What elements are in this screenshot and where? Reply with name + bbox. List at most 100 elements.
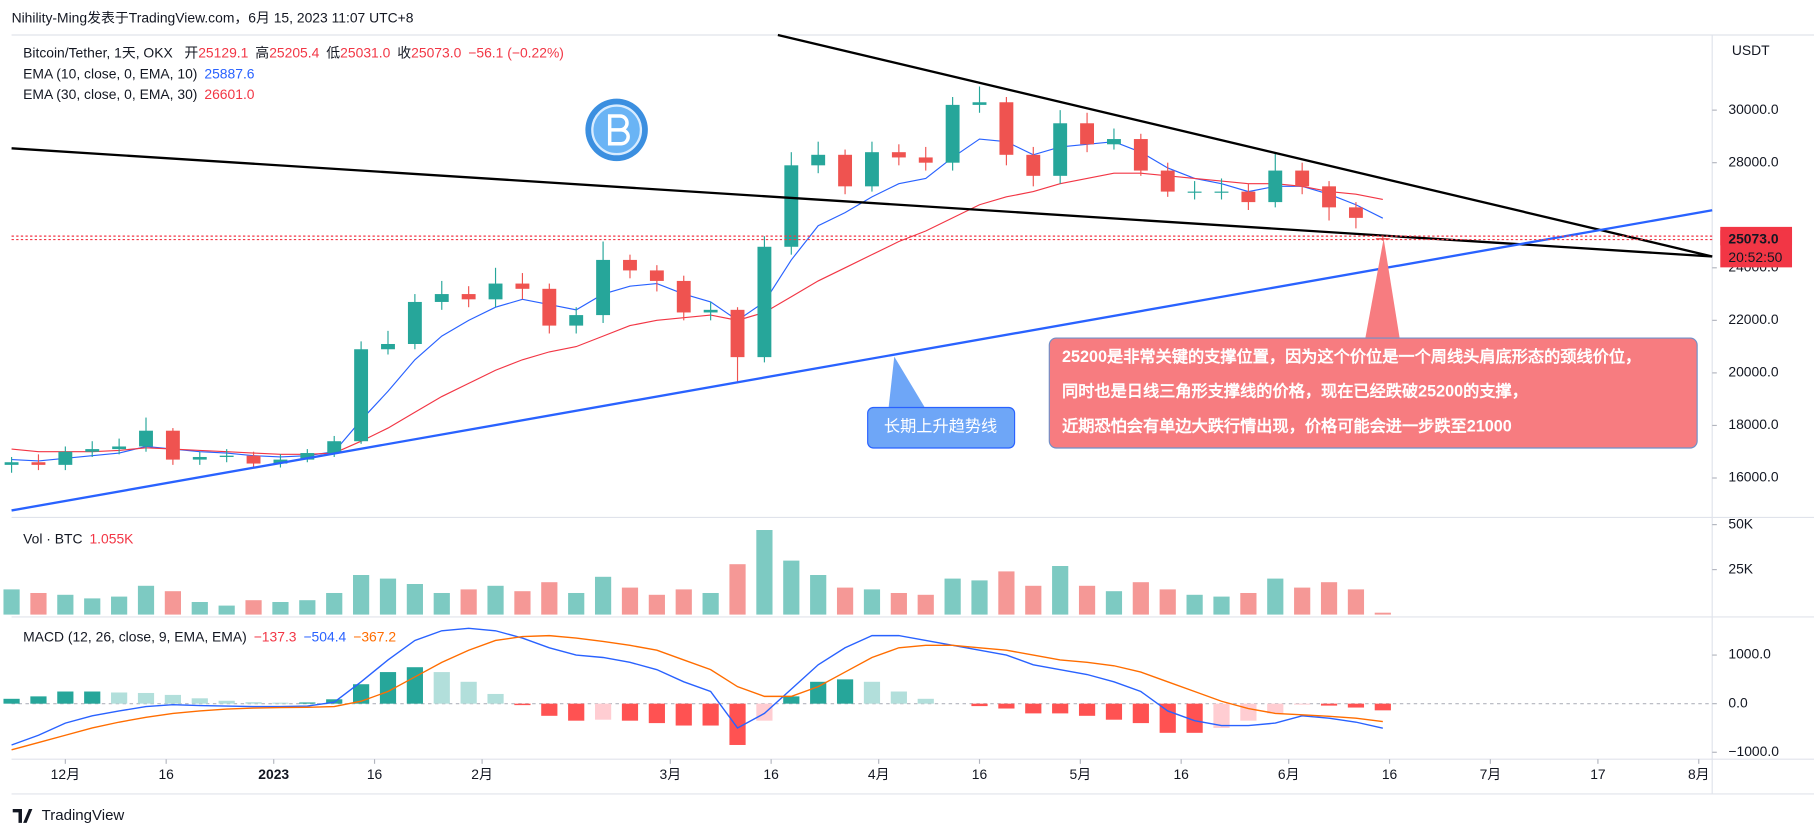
legend-part: 低 (326, 44, 340, 60)
histogram-bar (353, 684, 370, 704)
candle-body (838, 154, 853, 187)
candle-body (139, 430, 153, 447)
histogram-bar (111, 692, 128, 704)
x-tick-label: 3月 (660, 766, 682, 782)
histogram-bar (594, 703, 612, 720)
volume-bar (541, 582, 558, 615)
histogram-bar (1347, 703, 1365, 708)
volume-bar (111, 596, 128, 615)
analysis-callout: 25200是非常关键的支撑位置，因为这个价位是一个周线头肩底形态的颈线价位， 同… (1048, 238, 1698, 449)
volume-bar (756, 530, 773, 615)
y-tick-label: 25K (1728, 560, 1753, 576)
volume-bar (514, 591, 531, 615)
price-label: 25073.0 (1728, 230, 1778, 246)
legend: Bitcoin/Tether, 1天, OKX 开25129.1 高25205.4 低… (23, 44, 564, 60)
x-tick-label: 7月 (1480, 766, 1502, 782)
y-tick-label: 1000.0 (1728, 646, 1771, 662)
candle-body (31, 462, 46, 465)
x-tick-label: 16 (158, 766, 174, 782)
histogram-bar (1052, 703, 1069, 714)
volume-bar (30, 592, 47, 615)
volume-bar (729, 564, 746, 615)
legend-part: 开 (184, 44, 198, 60)
histogram-bar (1240, 703, 1257, 721)
candle-body (1133, 139, 1148, 171)
legend-part: EMA (30, close, 0, EMA, 30) (23, 86, 197, 102)
volume-bar (379, 578, 397, 615)
volume-bar (1347, 589, 1365, 615)
y-tick-label: 18000.0 (1728, 416, 1778, 432)
legend-part: Bitcoin/Tether, 1天, OKX (23, 44, 173, 60)
x-tick-label: 16 (1382, 766, 1398, 782)
candle-body (703, 309, 718, 313)
trend-line (11, 209, 1713, 512)
volume-bar (1159, 589, 1176, 615)
volume-bar (621, 587, 639, 615)
histogram-bar (218, 700, 235, 704)
callout-text: 长期上升趋势线 (884, 417, 997, 435)
histogram-bar (1186, 703, 1203, 733)
histogram-bar (917, 698, 934, 704)
volume-bar (944, 578, 961, 615)
histogram-bar (863, 681, 881, 704)
legend: Vol · BTC 1.055K (23, 530, 134, 546)
volume-bar (702, 592, 719, 615)
histogram-bar (1025, 703, 1042, 714)
histogram-bar (1159, 703, 1176, 733)
x-tick-label: 16 (1173, 766, 1189, 782)
histogram-bar (299, 702, 316, 704)
histogram-bar (3, 698, 20, 704)
volume-bar (1213, 596, 1230, 615)
y-tick-label: 20000.0 (1728, 364, 1778, 380)
histogram-bar (30, 696, 47, 704)
volume-bar (1132, 582, 1149, 615)
candle-body (1080, 123, 1095, 145)
candle-body (1348, 207, 1363, 218)
candle-body (1053, 123, 1068, 176)
legend-part: MACD (12, 26, close, 9, EMA, EMA) (23, 628, 247, 644)
volume-bar (460, 589, 477, 615)
volume-bar (433, 592, 450, 615)
candle-body (1160, 170, 1175, 192)
histogram-bar (1132, 703, 1149, 724)
volume-bar (971, 580, 988, 615)
legend-part: −137.3 (254, 628, 297, 644)
callout-box (867, 406, 1016, 449)
candle-body (300, 453, 315, 460)
volume-bar (191, 601, 208, 615)
candle-body (918, 157, 933, 163)
candle-body (649, 270, 664, 281)
volume-bar (57, 594, 74, 615)
x-tick-label: 4月 (868, 766, 890, 782)
histogram-bar (568, 703, 585, 721)
volume-bar (890, 592, 907, 615)
histogram-bar (810, 681, 827, 704)
histogram-bar (971, 703, 988, 707)
volume-bar (1025, 585, 1042, 615)
histogram-bar (1294, 703, 1311, 705)
candle-body (730, 309, 745, 358)
legend: EMA (30, close, 0, EMA, 30) 26601.0 (23, 86, 255, 102)
x-tick-label: 17 (1590, 766, 1606, 782)
bitcoin-logo (585, 98, 648, 162)
histogram-bar (1267, 703, 1284, 714)
x-tick-label: 16 (367, 766, 383, 782)
callout-pointer (888, 356, 926, 409)
histogram-bar (1105, 703, 1123, 720)
legend-part: Vol · BTC (23, 530, 82, 546)
volume-bar (353, 575, 370, 615)
x-tick-label: 6月 (1278, 766, 1300, 782)
marks: 30000.028000.024000.022000.020000.018000… (3, 33, 1793, 782)
price-label-box (1720, 230, 1793, 268)
volume-bar (164, 591, 181, 615)
candle-body (1295, 170, 1310, 187)
candle-body (1322, 186, 1336, 208)
x-tick-label: 16 (763, 766, 779, 782)
y-tick-label: 16000.0 (1728, 469, 1778, 485)
candle-body (623, 259, 637, 271)
histogram-bar (514, 703, 531, 706)
legend-part: −367.2 (353, 628, 396, 644)
histogram-bar (702, 703, 719, 726)
volume-bar (863, 589, 881, 615)
